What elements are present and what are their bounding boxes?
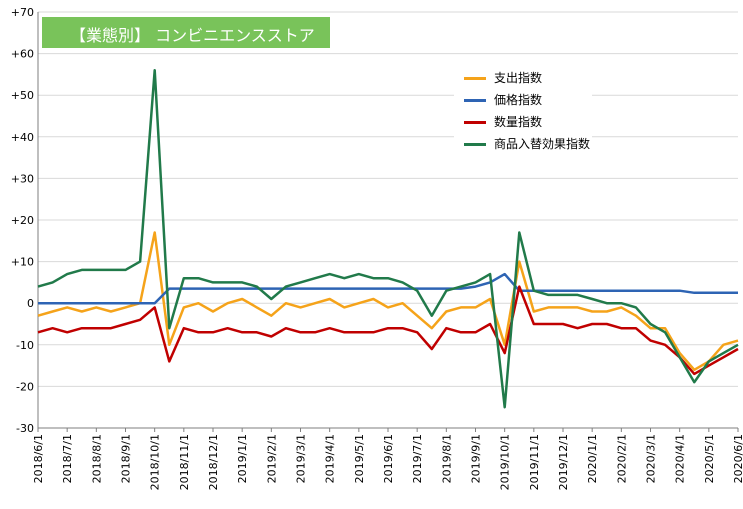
x-tick-labels: 2018/6/1 2018/7/1 2018/8/1 2018/9/1 2018/10/… <box>32 434 743 490</box>
y-tick-label: +20 <box>11 214 34 227</box>
x-tick-label: 2019/10/1 <box>499 434 512 490</box>
legend-item-quantity: 数量指数 <box>464 111 596 133</box>
legend-item-price: 価格指数 <box>464 89 596 111</box>
x-tick-label: 2019/1/1 <box>236 434 249 483</box>
y-tick-label: +30 <box>11 172 34 185</box>
axes <box>37 12 739 432</box>
x-tick-label: 2020/6/1 <box>732 434 743 483</box>
legend-swatch-product-replacement <box>464 143 486 146</box>
y-tick-label: +40 <box>11 131 34 144</box>
x-tick-label: 2019/3/1 <box>295 434 308 483</box>
x-tick-label: 2018/12/1 <box>207 434 220 490</box>
series-product-replacement-line <box>37 68 739 409</box>
legend-label-price: 価格指数 <box>494 93 543 107</box>
x-tick-label: 2019/6/1 <box>382 434 395 483</box>
x-tick-label: 2019/5/1 <box>353 434 366 483</box>
series-quantity-line <box>37 285 739 376</box>
y-tick-label: +70 <box>11 6 34 19</box>
x-tick-label: 2019/7/1 <box>411 434 424 483</box>
legend: 支出指数 価格指数 数量指数 商品入替効果指数 <box>454 63 592 158</box>
x-tick-label: 2018/8/1 <box>90 434 103 483</box>
x-tick-label: 2019/4/1 <box>324 434 337 483</box>
series-lines <box>37 68 739 409</box>
x-tick-label: 2019/2/1 <box>265 434 278 483</box>
y-tick-label: 0 <box>27 297 34 310</box>
x-tick-label: 2018/9/1 <box>120 434 133 483</box>
x-tick-label: 2020/1/1 <box>586 434 599 483</box>
gridlines <box>38 11 738 429</box>
y-tick-label: +50 <box>11 89 34 102</box>
legend-label-quantity: 数量指数 <box>494 115 543 129</box>
legend-swatch-price <box>464 99 486 102</box>
x-tick-label: 2019/11/1 <box>528 434 541 490</box>
x-tick-label: 2020/5/1 <box>703 434 716 483</box>
x-tick-label: 2018/10/1 <box>149 434 162 490</box>
x-tick-label: 2020/4/1 <box>674 434 687 483</box>
chart-title: 【業態別】 コンビニエンスストア <box>70 26 315 45</box>
y-tick-label: -10 <box>16 339 34 352</box>
x-tick-label: 2019/9/1 <box>470 434 483 483</box>
y-tick-label: +60 <box>11 48 34 61</box>
legend-item-spending: 支出指数 <box>464 67 596 89</box>
legend-label-spending: 支出指数 <box>494 71 543 85</box>
x-tick-label: 2018/7/1 <box>61 434 74 483</box>
series-spending-line <box>37 231 739 372</box>
y-tick-labels: -30 -20 -10 0 +10 +20 +30 +40 +50 +60 +70 <box>11 6 34 435</box>
y-tick-label: +10 <box>11 256 34 269</box>
x-tick-label: 2020/2/1 <box>615 434 628 483</box>
legend-item-product-replacement: 商品入替効果指数 <box>464 133 596 155</box>
legend-swatch-spending <box>464 77 486 80</box>
x-tick-label: 2019/8/1 <box>440 434 453 483</box>
y-tick-label: -20 <box>16 380 34 393</box>
legend-swatch-quantity <box>464 121 486 124</box>
x-tick-label: 2018/11/1 <box>178 434 191 490</box>
x-tick-label: 2018/6/1 <box>32 434 45 483</box>
x-tick-label: 2020/3/1 <box>645 434 658 483</box>
chart-title-box <box>42 17 330 48</box>
series-price-line <box>38 272 738 305</box>
x-tick-label: 2019/12/1 <box>557 434 570 490</box>
legend-label-product-replacement: 商品入替効果指数 <box>494 137 591 151</box>
y-tick-label: -30 <box>16 422 34 435</box>
